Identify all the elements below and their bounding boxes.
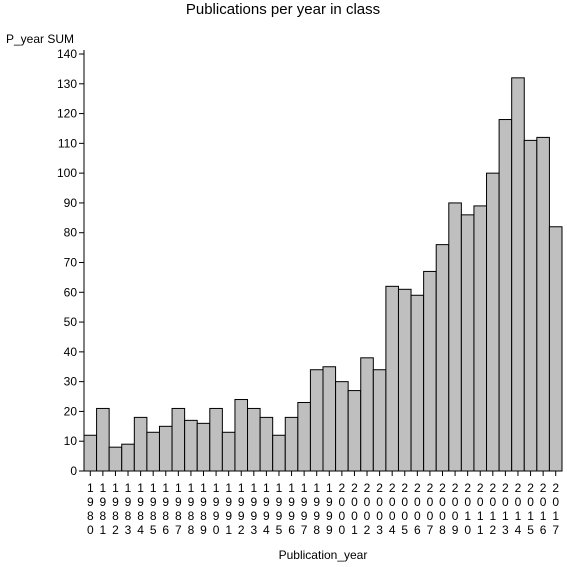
bar-1987 — [171, 407, 186, 472]
bar-1983 — [121, 443, 135, 472]
bar-2003 — [372, 369, 387, 472]
bar-2002 — [360, 357, 374, 472]
bar-2000 — [335, 381, 349, 472]
bar-1997 — [297, 401, 311, 472]
bar-2001 — [347, 390, 362, 472]
y-tick-label: 120 — [57, 107, 77, 121]
y-tick-label: 100 — [57, 166, 77, 180]
chart-title: Publications per year in class — [186, 1, 380, 18]
bar-1990 — [209, 407, 223, 472]
bar-2005 — [397, 288, 412, 472]
bar-1999 — [322, 366, 337, 472]
bar-1993 — [247, 407, 261, 472]
bar-1985 — [146, 431, 160, 472]
bar-2015 — [523, 139, 538, 472]
bar-1984 — [133, 416, 148, 472]
bar-1980 — [83, 434, 98, 472]
y-tick-label: 50 — [64, 315, 78, 329]
bar-1995 — [272, 434, 286, 472]
bar-2004 — [385, 285, 399, 472]
bar-1994 — [259, 416, 274, 472]
x-axis-ticks: 1 9 8 0 1 9 8 1 1 9 8 2 1 9 8 3 1 9 8 4 1 9 8 5 1 9 8 6 1 9 8 7 1 9 8 8 1 9 8 9… — [87, 471, 559, 537]
y-tick-label: 20 — [64, 404, 78, 418]
bar-1992 — [234, 399, 249, 472]
bar-2011 — [473, 205, 488, 472]
bar-2013 — [498, 119, 513, 472]
y-tick-label: 110 — [58, 136, 77, 150]
bar-1988 — [184, 419, 198, 472]
bar-2008 — [435, 244, 450, 472]
bar-1982 — [108, 446, 123, 472]
bar-2007 — [423, 270, 437, 472]
y-tick-label: 40 — [64, 345, 78, 359]
bar-2010 — [460, 214, 475, 472]
y-tick-label: 70 — [64, 256, 78, 270]
bars — [83, 77, 563, 472]
bar-2014 — [511, 77, 525, 472]
bar-1998 — [309, 369, 324, 472]
bar-2012 — [486, 172, 500, 472]
y-tick-label: 140 — [57, 47, 77, 61]
bar-2006 — [410, 294, 425, 472]
y-tick-label: 130 — [57, 77, 77, 91]
bar-1986 — [158, 425, 173, 472]
y-tick-label: 60 — [64, 285, 78, 299]
bar-2009 — [448, 202, 462, 472]
bar-1981 — [96, 407, 110, 472]
x-axis-label: Publication_year — [279, 548, 368, 562]
bar-1989 — [196, 422, 211, 472]
y-tick-label: 80 — [64, 226, 78, 240]
y-axis-label: P_year SUM — [6, 32, 74, 46]
y-tick-label: 0 — [70, 464, 77, 478]
bar-1996 — [284, 416, 299, 472]
y-tick-label: 90 — [64, 196, 78, 210]
bar-1991 — [221, 431, 236, 472]
y-tick-label: 30 — [64, 375, 78, 389]
y-tick-label: 10 — [64, 434, 78, 448]
bar-2016 — [536, 136, 550, 472]
bar-2017 — [548, 226, 563, 472]
y-axis-ticks: 0 10 20 30 40 50 60 70 80 90 100 110 120 130 140 — [57, 47, 84, 478]
